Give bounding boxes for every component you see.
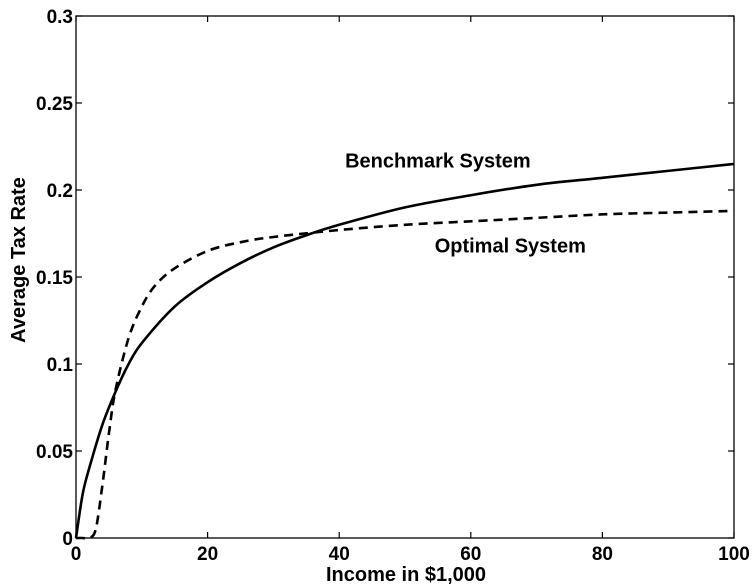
plot-frame bbox=[75, 15, 735, 539]
x-tick-label: 80 bbox=[592, 544, 613, 565]
x-tick-label: 100 bbox=[718, 544, 750, 565]
y-tick-label: 0.2 bbox=[47, 181, 73, 202]
series-line-benchmark-system bbox=[74, 162, 735, 539]
benchmark-system-annotation: Benchmark System bbox=[345, 150, 531, 172]
x-tick-label: 20 bbox=[197, 544, 218, 565]
series-line-optimal-system bbox=[76, 209, 735, 540]
y-tick-label: 0 bbox=[62, 529, 73, 550]
y-tick-label: 0.15 bbox=[36, 268, 73, 289]
axes: 0 20 40 60 80 100 0 0.05 0.1 0.15 0.2 0.25 0.3 bbox=[36, 7, 750, 565]
y-tick-label: 0.05 bbox=[36, 442, 73, 463]
x-tick-label: 0 bbox=[71, 544, 82, 565]
y-tick-label: 0.1 bbox=[47, 355, 74, 376]
optimal-system-annotation: Optimal System bbox=[435, 236, 586, 258]
x-tick-label: 40 bbox=[329, 544, 350, 565]
x-axis-label: Income in $1,000 bbox=[326, 564, 486, 584]
y-axis-label: Average Tax Rate bbox=[8, 177, 30, 343]
series-layer bbox=[74, 162, 735, 540]
y-tick-label: 0.25 bbox=[36, 94, 73, 115]
text-layer: Income in $1,000 Average Tax Rate Benchm… bbox=[8, 150, 586, 584]
x-tick-label: 60 bbox=[460, 544, 481, 565]
y-tick-label: 0.3 bbox=[47, 7, 73, 28]
